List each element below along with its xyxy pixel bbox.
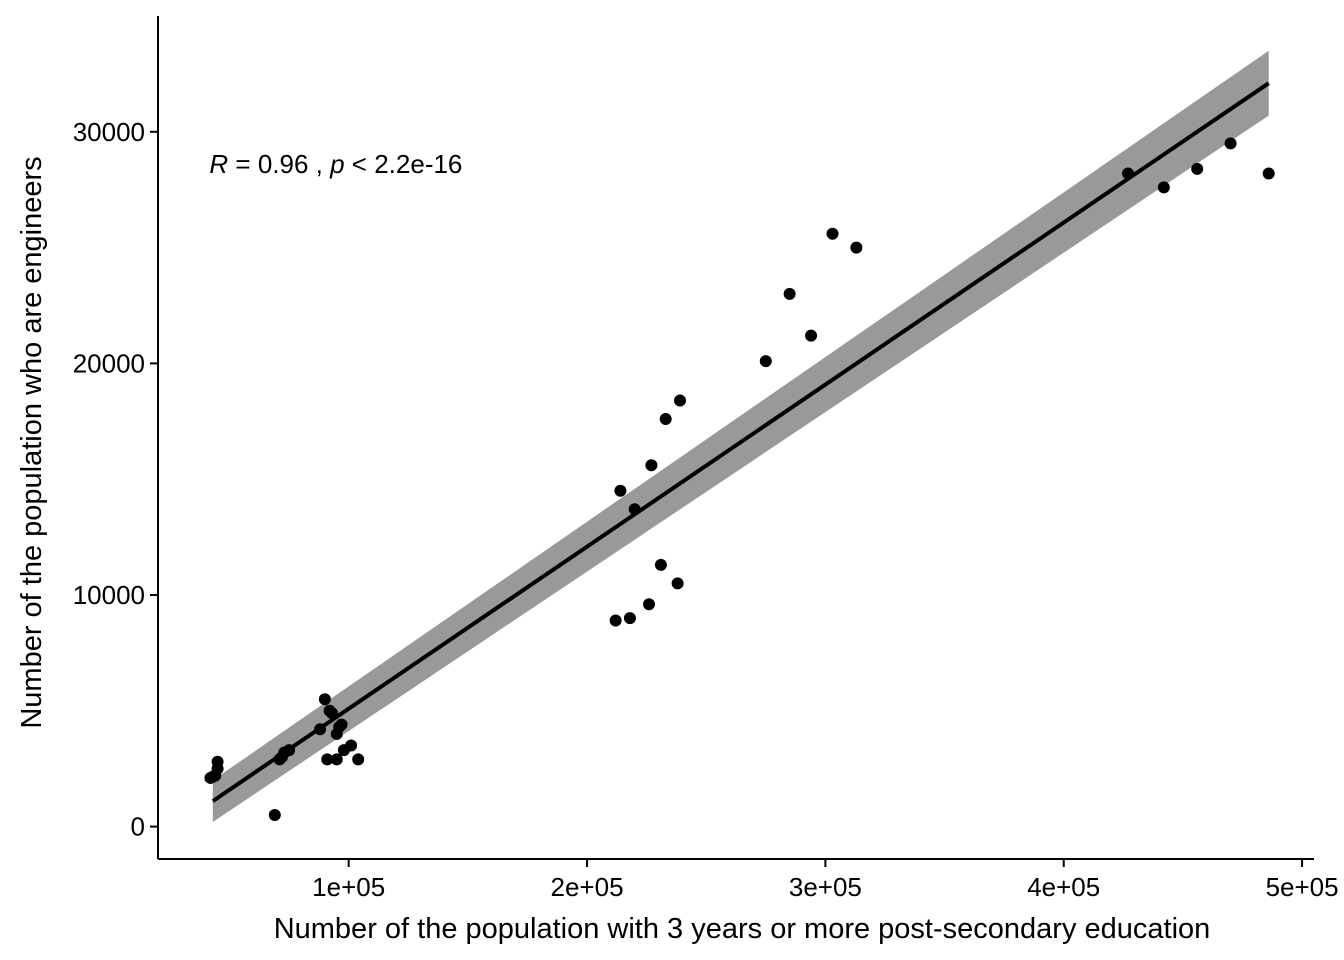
data-point bbox=[673, 394, 686, 407]
data-points-layer bbox=[204, 137, 1275, 821]
x-tick-label: 2e+05 bbox=[551, 872, 624, 902]
data-point bbox=[352, 753, 365, 766]
data-point bbox=[783, 287, 796, 300]
data-point bbox=[628, 503, 641, 516]
data-point bbox=[1191, 162, 1204, 175]
y-tick-label: 30000 bbox=[73, 117, 145, 147]
data-point bbox=[325, 707, 338, 720]
data-point bbox=[318, 693, 331, 706]
y-tick-label: 10000 bbox=[73, 580, 145, 610]
data-point bbox=[314, 723, 327, 736]
data-point bbox=[805, 329, 818, 342]
regression-line-layer bbox=[211, 81, 1270, 803]
data-point bbox=[645, 459, 658, 472]
data-point bbox=[1122, 167, 1135, 180]
data-point bbox=[283, 744, 296, 757]
r-symbol: R bbox=[209, 149, 228, 179]
x-tick-label: 1e+05 bbox=[312, 872, 385, 902]
regression-line bbox=[211, 81, 1270, 803]
data-point bbox=[321, 753, 334, 766]
confidence-band-layer bbox=[212, 50, 1269, 822]
data-point bbox=[211, 755, 224, 768]
data-point bbox=[643, 598, 656, 611]
data-point bbox=[268, 808, 281, 821]
axes-layer: 1e+05 2e+05 3e+05 4e+05 5e+05 0 10000 20000 3000… bbox=[73, 16, 1339, 902]
x-tick-label: 4e+05 bbox=[1027, 872, 1100, 902]
data-point bbox=[609, 614, 622, 627]
p-value-text: < 2.2e-16 bbox=[345, 149, 463, 179]
data-point bbox=[1262, 167, 1275, 180]
data-point bbox=[1224, 137, 1237, 150]
data-point bbox=[623, 612, 636, 625]
x-tick-label: 5e+05 bbox=[1266, 872, 1339, 902]
y-tick-label: 0 bbox=[131, 812, 145, 842]
r-value-text: = 0.96 , bbox=[228, 149, 330, 179]
y-axis-title: Number of the population who are enginee… bbox=[16, 156, 48, 728]
data-point bbox=[330, 753, 343, 766]
data-point bbox=[850, 241, 863, 254]
data-point bbox=[345, 739, 358, 752]
data-point bbox=[614, 484, 627, 497]
data-point bbox=[659, 412, 672, 425]
confidence-band bbox=[212, 50, 1269, 822]
x-tick-label: 3e+05 bbox=[789, 872, 862, 902]
data-point bbox=[654, 558, 667, 571]
x-axis-title: Number of the population with 3 years or… bbox=[274, 913, 1211, 945]
correlation-annotation: R = 0.96 , p < 2.2e-16 bbox=[209, 149, 462, 179]
data-point bbox=[826, 227, 839, 240]
data-point bbox=[671, 577, 684, 590]
data-point bbox=[759, 355, 772, 368]
p-symbol: p bbox=[329, 149, 344, 179]
data-point bbox=[1157, 181, 1170, 194]
data-point bbox=[335, 718, 348, 731]
y-tick-label: 20000 bbox=[73, 348, 145, 378]
